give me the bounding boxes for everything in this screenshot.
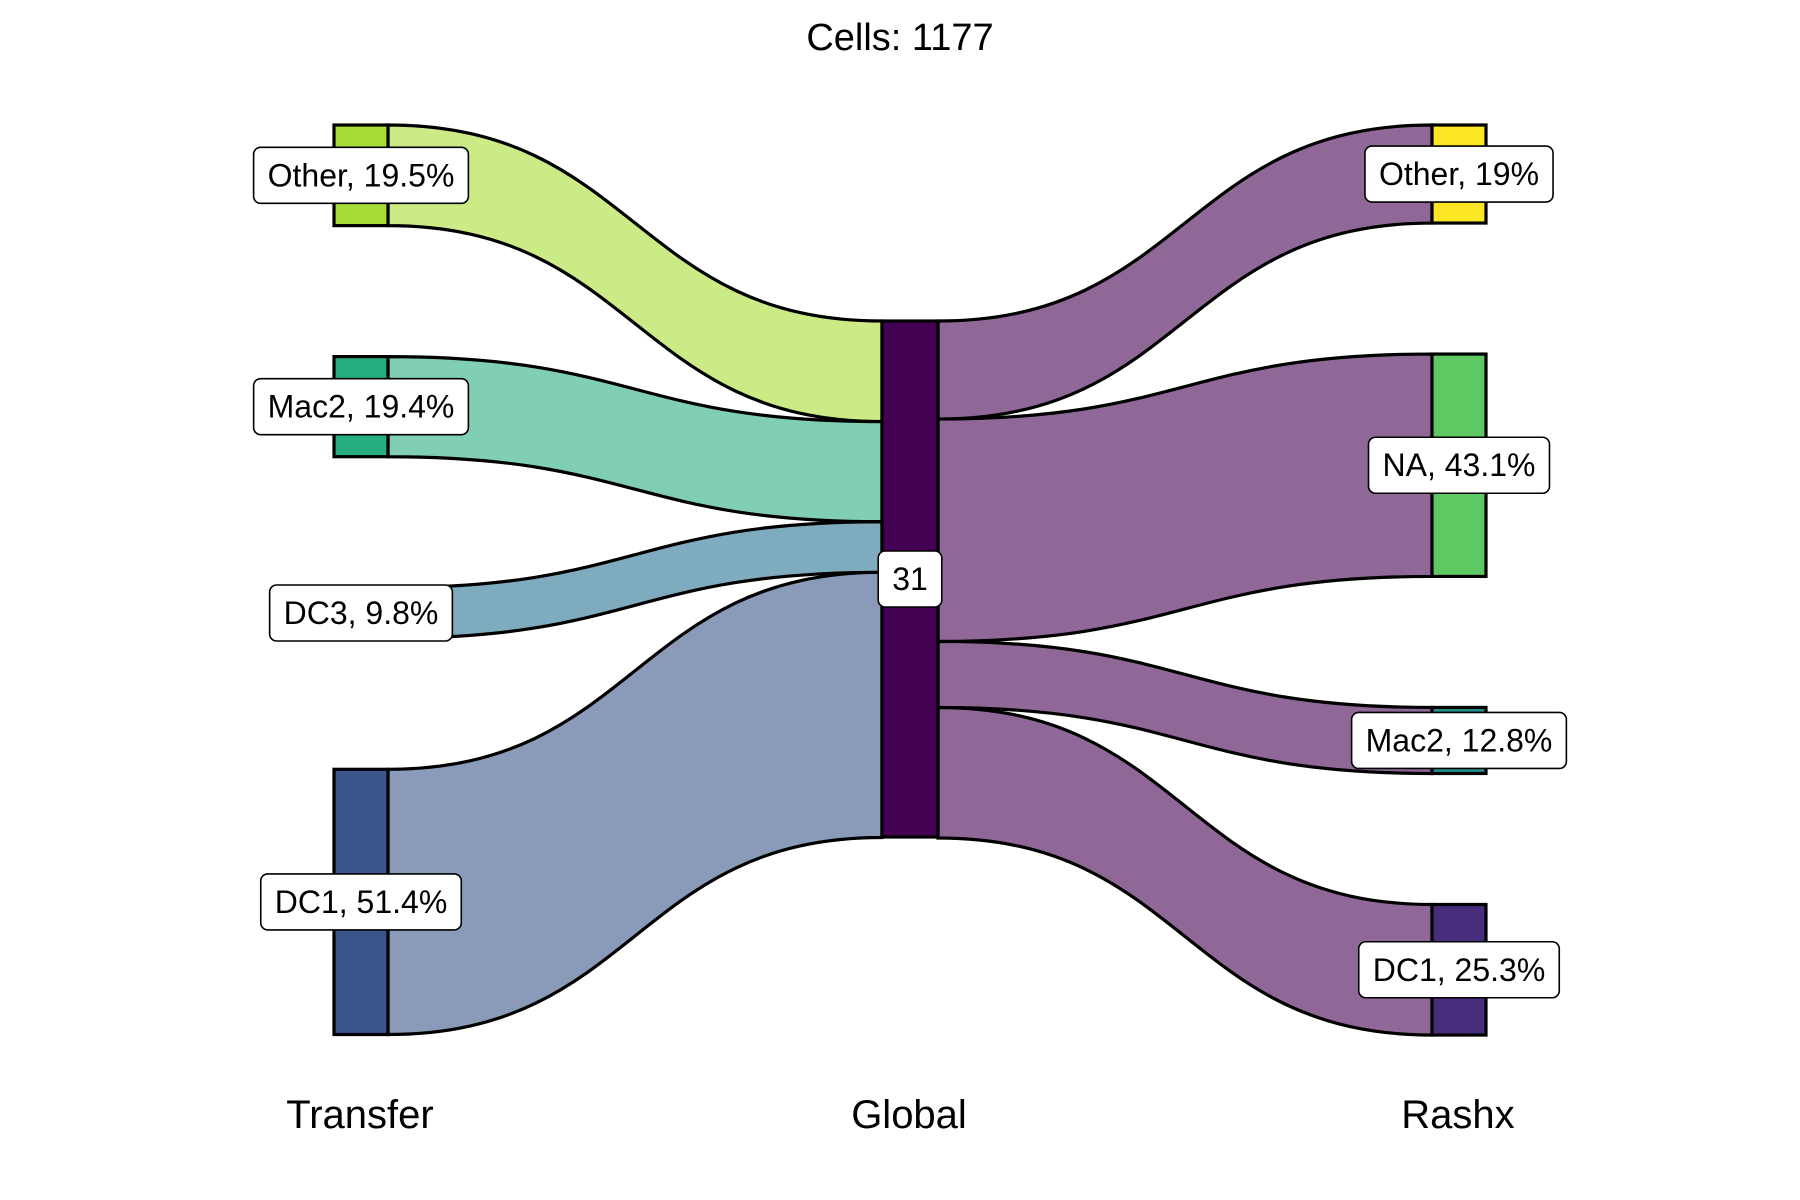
label-transfer-other: Other, 19.5% — [252, 146, 470, 205]
label-rashx-other-text: Other, 19% — [1379, 156, 1539, 192]
label-global-31-text: 31 — [892, 561, 928, 597]
label-transfer-dc3: DC3, 9.8% — [268, 584, 454, 642]
chart-title: Cells: 1177 — [806, 17, 993, 59]
label-transfer-other-text: Other, 19.5% — [268, 157, 455, 193]
label-rashx-other: Other, 19% — [1364, 145, 1554, 203]
label-rashx-na-text: NA, 43.1% — [1383, 447, 1536, 483]
label-transfer-mac2: Mac2, 19.4% — [252, 377, 470, 436]
label-transfer-other-box — [252, 146, 470, 205]
label-rashx-na: NA, 43.1% — [1367, 436, 1551, 495]
label-rashx-dc1-text: DC1, 25.3% — [1373, 952, 1546, 988]
label-global-31: 31 — [877, 550, 943, 608]
labels-layer: Other, 19.5% Mac2, 19.4% DC3, 9.8% DC1, 51.… — [252, 145, 1568, 999]
label-rashx-mac2-text: Mac2, 12.8% — [1366, 722, 1553, 758]
axis-label-transfer: Transfer — [286, 1093, 433, 1137]
label-rashx-other-box — [1364, 145, 1554, 203]
axis-label-rashx: Rashx — [1401, 1093, 1514, 1137]
label-rashx-dc1: DC1, 25.3% — [1357, 940, 1561, 999]
label-rashx-mac2-box — [1350, 711, 1568, 770]
label-transfer-mac2-box — [252, 377, 470, 436]
label-transfer-dc3-box — [268, 584, 454, 642]
axis-label-global: Global — [851, 1093, 967, 1137]
label-transfer-dc1-text: DC1, 51.4% — [275, 884, 448, 920]
label-rashx-mac2: Mac2, 12.8% — [1350, 711, 1568, 770]
flows-layer — [386, 123, 1434, 1037]
label-transfer-dc1-box — [259, 873, 463, 931]
label-rashx-na-box — [1367, 436, 1551, 495]
label-transfer-dc1: DC1, 51.4% — [259, 873, 463, 931]
flow-dc1-to-global — [386, 570, 884, 1037]
label-transfer-dc3-text: DC3, 9.8% — [284, 595, 439, 631]
label-transfer-mac2-text: Mac2, 19.4% — [268, 389, 455, 425]
label-rashx-dc1-box — [1357, 940, 1561, 999]
label-global-31-box — [877, 550, 943, 608]
